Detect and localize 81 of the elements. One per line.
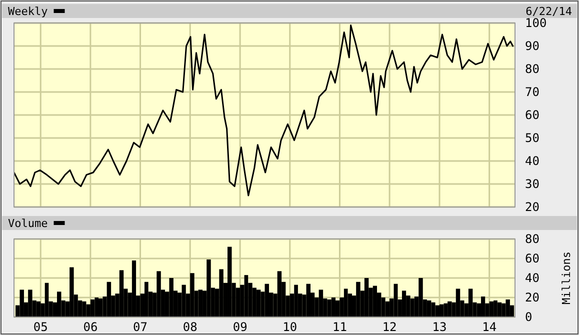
x-tick-label: 11 [332, 320, 347, 334]
bar [506, 299, 510, 317]
bar [372, 286, 377, 317]
x-tick-label: 05 [33, 320, 48, 334]
x-tick-label: 10 [282, 320, 298, 334]
bar [318, 290, 324, 317]
y-tick-label: 0 [525, 310, 532, 324]
y-axis-title: Millions [560, 252, 573, 304]
x-tick-label: 07 [133, 320, 148, 334]
bar [410, 298, 414, 317]
bar [206, 259, 211, 317]
text: 6/22/14 [526, 5, 572, 18]
bar [431, 302, 436, 317]
bar [244, 275, 248, 317]
y-tick-label: 90 [525, 38, 540, 53]
bar [364, 278, 369, 317]
bar [489, 301, 494, 317]
x-tick-label: 14 [482, 320, 497, 334]
bar [385, 301, 390, 317]
bar [256, 290, 261, 317]
y-tick-label: 60 [525, 251, 540, 266]
bar [198, 290, 203, 317]
bar [306, 284, 311, 317]
bar [182, 284, 186, 317]
bar [344, 288, 348, 317]
bar [335, 300, 340, 317]
y-tick-label: 60 [525, 108, 540, 122]
x-tick-label: 12 [382, 320, 397, 334]
bar [169, 278, 174, 317]
y-tick-label: 50 [525, 130, 540, 145]
bar [456, 288, 460, 317]
bar [119, 270, 124, 317]
bar [144, 282, 148, 317]
y-tick-label: 80 [525, 232, 540, 246]
x-tick-label: 09 [232, 320, 248, 334]
bar [70, 267, 74, 317]
line-series [14, 24, 514, 196]
bar [494, 300, 498, 317]
bar [264, 284, 270, 317]
y-tick-label: 30 [525, 176, 540, 191]
bar [94, 298, 98, 317]
bar [448, 301, 452, 317]
bar [132, 260, 136, 317]
bar [156, 271, 161, 317]
y-tick-label: 80 [525, 62, 540, 76]
x-tick-label: 06 [83, 320, 98, 334]
bar [57, 292, 62, 317]
bar [481, 296, 486, 317]
legend-label: Volume [8, 217, 48, 230]
bar [228, 246, 232, 317]
bar [36, 301, 41, 317]
bar [356, 282, 360, 317]
legend-label: Weekly [8, 5, 48, 18]
bar [82, 301, 86, 317]
bar [28, 290, 32, 317]
y-tick-label: 40 [525, 270, 540, 285]
bar [468, 288, 473, 317]
bar [219, 269, 224, 317]
bar [44, 282, 49, 317]
bar [20, 290, 24, 317]
bar [331, 298, 336, 317]
bar [106, 282, 112, 317]
bar [444, 303, 448, 317]
bar [277, 271, 282, 317]
y-tick-label: 20 [525, 290, 540, 304]
bar [294, 284, 298, 317]
y-tick-label: 40 [525, 154, 540, 168]
bar [426, 300, 432, 317]
bar [327, 299, 332, 317]
bar [90, 299, 95, 317]
bar [502, 303, 506, 317]
bar [98, 298, 103, 317]
x-tick-label: 08 [182, 320, 198, 334]
y-tick-label: 20 [525, 200, 540, 214]
y-tick-label: 100 [525, 16, 547, 30]
y-tick-label: 70 [525, 84, 540, 99]
bar [418, 278, 423, 317]
bar [402, 290, 406, 317]
bar [190, 273, 194, 317]
x-tick-label: 13 [432, 320, 447, 334]
bar [497, 302, 502, 317]
